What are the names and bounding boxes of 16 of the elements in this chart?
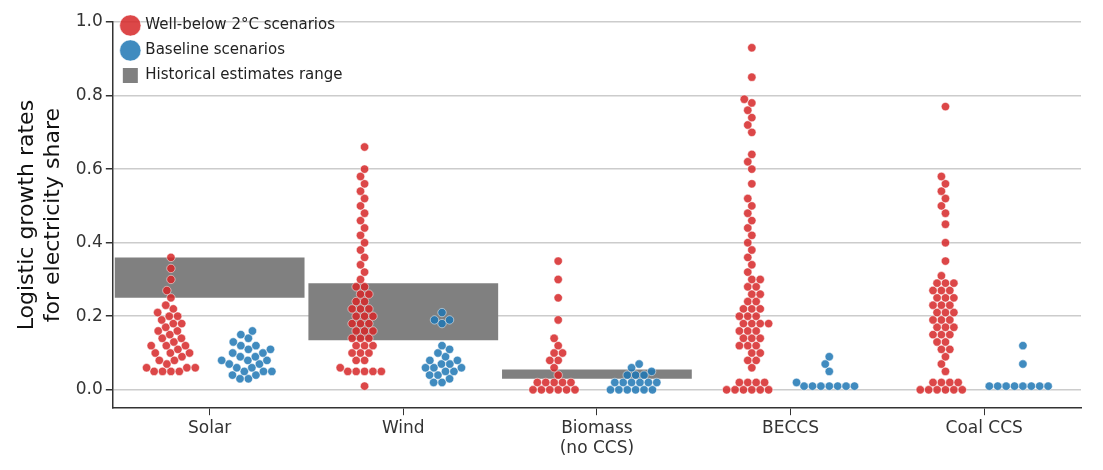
y-tick-label: 0.6	[75, 157, 103, 178]
bar	[114, 257, 305, 298]
y-tick-label: 0.2	[75, 304, 103, 325]
x-tick-label: Solar	[187, 416, 232, 437]
y-tick-label: 1.0	[75, 10, 103, 31]
legend-label: Well-below 2°C scenarios	[145, 15, 336, 34]
y-axis-title: Logistic growth rates for electricity share	[12, 99, 65, 331]
x-tick-label: Wind	[381, 416, 425, 437]
y-tick-label: 0.4	[75, 231, 103, 252]
legend-label: Historical estimates range	[145, 65, 343, 84]
x-tick-label: BECCS	[762, 416, 820, 437]
legend-label: Baseline scenarios	[145, 40, 286, 59]
y-tick-label: 0.8	[75, 83, 103, 104]
x-tick-label: Biomass (no CCS)	[559, 416, 635, 458]
y-tick-label: 0.0	[75, 378, 103, 399]
x-tick-label: Coal CCS	[945, 416, 1023, 437]
